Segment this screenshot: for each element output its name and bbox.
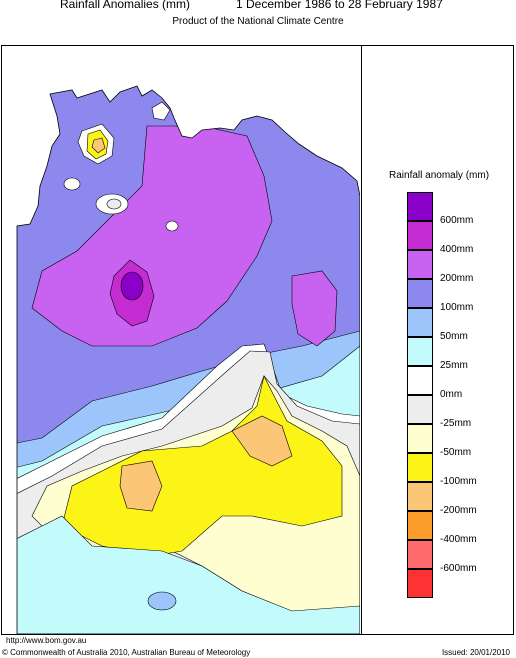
legend-swatch-minus400 — [407, 511, 433, 540]
legend-label-0: 0mm — [440, 389, 463, 400]
legend-label-400: 400mm — [440, 244, 474, 255]
legend-swatch-400 — [407, 221, 433, 250]
legend-label-minus100: -100mm — [440, 476, 477, 487]
map-title: Rainfall Anomalies (mm) 1 December 1986 … — [0, 0, 516, 13]
footer-url[interactable]: http://www.bom.gov.au — [6, 636, 87, 645]
legend-swatch-25 — [407, 337, 433, 366]
legend-label-minus600: -600mm — [440, 563, 477, 574]
footer-copyright: © Commonwealth of Australia 2010, Austra… — [2, 648, 251, 657]
period-text: 1 December 1986 to 28 February 1987 — [236, 0, 443, 11]
legend-label-minus200: -200mm — [440, 505, 477, 516]
legend-label-100: 100mm — [440, 302, 474, 313]
legend-swatch-0 — [407, 366, 433, 395]
subtitle: Product of the National Climate Centre — [172, 16, 344, 27]
legend-swatch-200 — [407, 250, 433, 279]
legend-label-minus50: -50mm — [440, 447, 472, 458]
legend-swatch-extreme — [407, 569, 433, 598]
legend-swatch-600 — [407, 192, 433, 221]
legend-label-200: 200mm — [440, 273, 474, 284]
footer-issued-date: Issued: 20/01/2010 — [441, 648, 510, 657]
legend-label-50: 50mm — [440, 331, 468, 342]
legend-label-minus400: -400mm — [440, 534, 477, 545]
legend-swatch-minus50 — [407, 424, 433, 453]
legend-label-minus25: -25mm — [440, 418, 472, 429]
legend-swatch-minus25 — [407, 395, 433, 424]
legend-swatch-50 — [407, 308, 433, 337]
legend-swatch-minus200 — [407, 482, 433, 511]
map-frame — [1, 45, 514, 635]
legend-label-600: 600mm — [440, 215, 474, 226]
title-text: Rainfall Anomalies (mm) — [60, 0, 191, 11]
legend-label-25: 25mm — [440, 360, 468, 371]
legend-title: Rainfall anomaly (mm) — [389, 170, 490, 181]
rainfall-anomaly-map — [16, 85, 360, 634]
legend-divider — [361, 45, 362, 635]
legend-swatch-minus600 — [407, 540, 433, 569]
legend-swatch-minus100 — [407, 453, 433, 482]
legend-swatch-100 — [407, 279, 433, 308]
